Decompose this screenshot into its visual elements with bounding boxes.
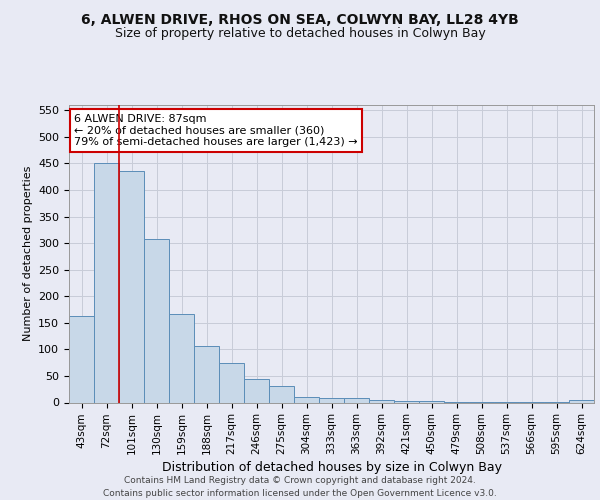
- Bar: [69, 316, 94, 402]
- Bar: [244, 379, 269, 402]
- Bar: [569, 400, 594, 402]
- Bar: [419, 401, 444, 402]
- Bar: [319, 398, 344, 402]
- Bar: [194, 346, 219, 403]
- Text: 6 ALWEN DRIVE: 87sqm
← 20% of detached houses are smaller (360)
79% of semi-deta: 6 ALWEN DRIVE: 87sqm ← 20% of detached h…: [74, 114, 358, 147]
- Text: Size of property relative to detached houses in Colwyn Bay: Size of property relative to detached ho…: [115, 28, 485, 40]
- Bar: [269, 386, 294, 402]
- X-axis label: Distribution of detached houses by size in Colwyn Bay: Distribution of detached houses by size …: [161, 462, 502, 474]
- Text: 6, ALWEN DRIVE, RHOS ON SEA, COLWYN BAY, LL28 4YB: 6, ALWEN DRIVE, RHOS ON SEA, COLWYN BAY,…: [81, 12, 519, 26]
- Bar: [94, 164, 119, 402]
- Bar: [144, 240, 169, 402]
- Bar: [119, 172, 144, 402]
- Y-axis label: Number of detached properties: Number of detached properties: [23, 166, 32, 342]
- Text: Contains HM Land Registry data © Crown copyright and database right 2024.
Contai: Contains HM Land Registry data © Crown c…: [103, 476, 497, 498]
- Bar: [294, 397, 319, 402]
- Bar: [169, 314, 194, 402]
- Bar: [394, 401, 419, 402]
- Bar: [344, 398, 369, 402]
- Bar: [219, 363, 244, 403]
- Bar: [369, 400, 394, 402]
